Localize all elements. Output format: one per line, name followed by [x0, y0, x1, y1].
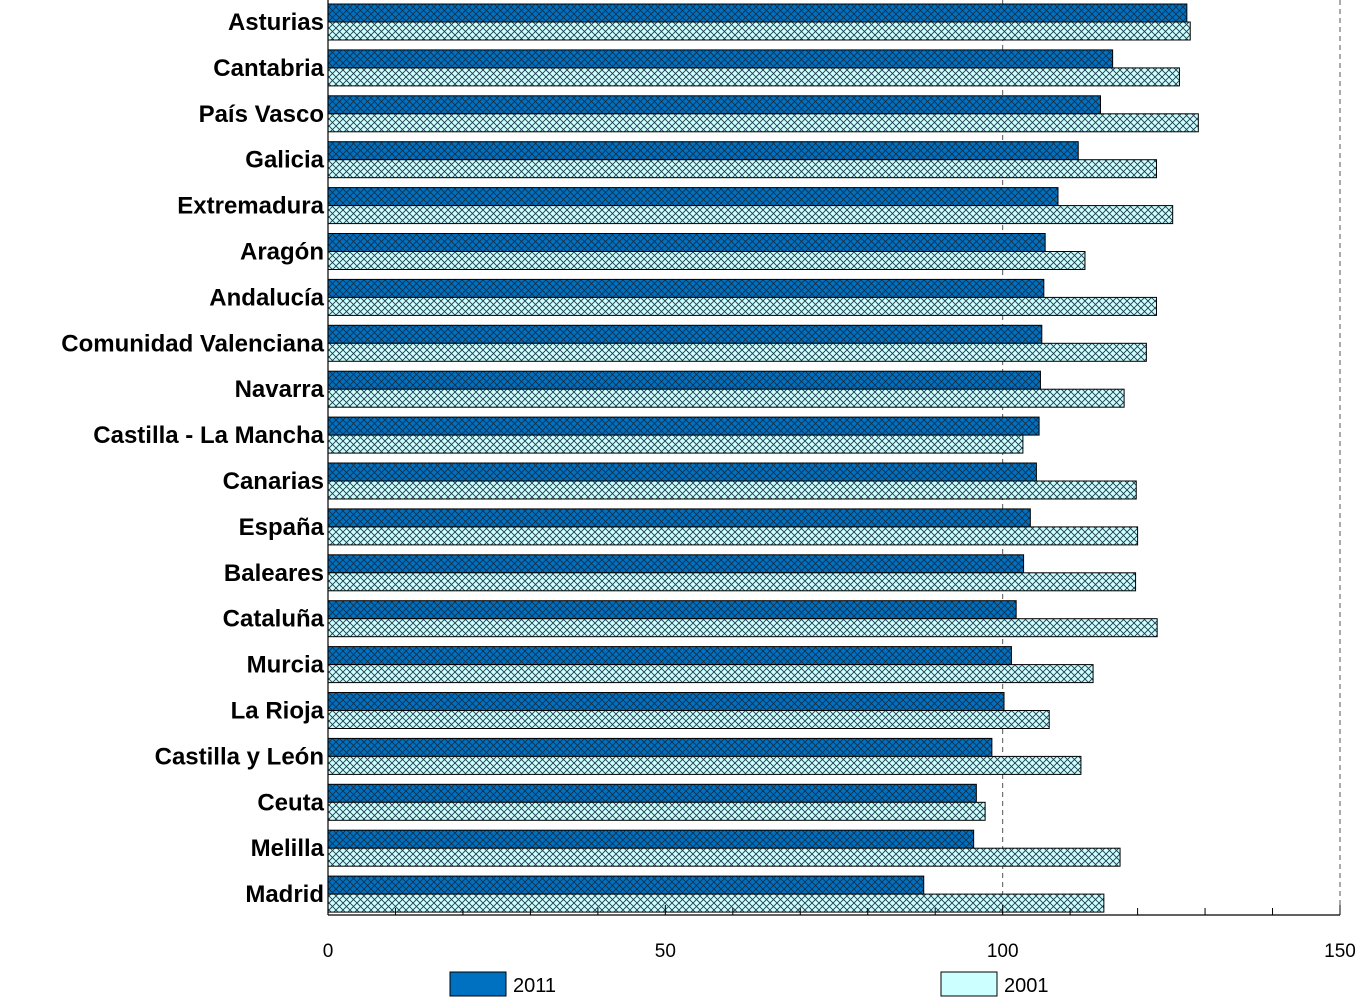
category-label: Madrid [245, 881, 324, 908]
bar-2011-0 [327, 3, 1188, 23]
bar-2001-8 [327, 388, 1125, 408]
bar-2011-6 [327, 278, 1045, 298]
category-label: Castilla y León [155, 743, 324, 770]
legend-label: 2011 [513, 975, 556, 997]
bar-2011-5 [327, 233, 1046, 252]
bar-2001-17 [327, 801, 986, 821]
bar-2011-11 [327, 508, 1031, 528]
category-label: Baleares [224, 560, 324, 587]
category-label: Murcia [247, 652, 325, 679]
bar-2011-3 [327, 141, 1079, 161]
legend-swatch-2001 [940, 971, 998, 997]
category-label: Castilla - La Mancha [93, 422, 324, 449]
bar-2011-13 [327, 600, 1017, 620]
bar-2011-14 [327, 646, 1012, 666]
bar-2001-4 [327, 205, 1174, 225]
category-label: Canarias [223, 468, 324, 495]
category-label: Cataluña [223, 606, 325, 633]
bar-2001-7 [327, 342, 1147, 362]
category-labels: Asturias Cantabria País Vasco Galicia Extrem… [61, 9, 324, 908]
bar-2001-19 [327, 893, 1105, 913]
bar-2011-2 [327, 95, 1101, 115]
bar-2011-10 [327, 462, 1037, 482]
bars [327, 3, 1199, 913]
x-tick-label: 0 [323, 941, 334, 962]
bar-2001-5 [327, 251, 1086, 270]
bar-2001-12 [327, 572, 1137, 592]
category-label: Asturias [228, 9, 324, 36]
category-label: Extremadura [177, 193, 324, 220]
category-label: Galicia [245, 147, 324, 174]
bar-2011-7 [327, 324, 1043, 344]
legend-label: 2001 [1004, 975, 1049, 997]
bar-2001-18 [327, 847, 1121, 867]
bar-2011-4 [327, 187, 1059, 207]
x-tick-label: 150 [1324, 941, 1356, 962]
category-label: España [239, 514, 325, 541]
bar-2001-10 [327, 480, 1137, 500]
bar-2001-2 [327, 113, 1199, 133]
category-label: Ceuta [257, 789, 324, 816]
bar-2001-6 [327, 296, 1157, 316]
x-axis: 0 50 100 150 [323, 0, 1356, 962]
bar-2011-15 [327, 692, 1005, 711]
bar-2001-14 [327, 664, 1094, 684]
category-label: La Rioja [231, 698, 325, 725]
bar-2001-0 [327, 21, 1191, 41]
bar-2011-1 [327, 49, 1114, 69]
bar-2001-9 [327, 434, 1024, 454]
bar-2011-12 [327, 554, 1025, 574]
bar-2011-19 [327, 875, 925, 895]
category-label: Navarra [235, 376, 325, 403]
bar-2011-18 [327, 829, 975, 849]
category-label: Aragón [240, 239, 324, 266]
bar-2011-9 [327, 416, 1040, 436]
category-label: País Vasco [199, 101, 324, 128]
bar-2001-15 [327, 710, 1050, 729]
legend-swatch-2011 [449, 971, 507, 997]
x-tick-label: 50 [655, 941, 676, 962]
category-label: Melilla [251, 835, 325, 862]
bar-2011-17 [327, 783, 977, 803]
category-label: Cantabria [213, 55, 324, 82]
bar-2001-13 [327, 618, 1158, 638]
x-tick-label: 100 [987, 941, 1019, 962]
bar-2011-8 [327, 370, 1041, 390]
bar-2001-16 [327, 755, 1082, 775]
bar-2001-11 [327, 526, 1139, 546]
bar-2001-3 [327, 159, 1157, 179]
bar-2001-1 [327, 67, 1180, 87]
category-label: Andalucía [209, 284, 324, 311]
bar-2011-16 [327, 737, 993, 757]
category-label: Comunidad Valenciana [61, 330, 324, 357]
legend: 2011 2001 [449, 971, 1049, 997]
reference-lines [1002, 0, 1341, 915]
